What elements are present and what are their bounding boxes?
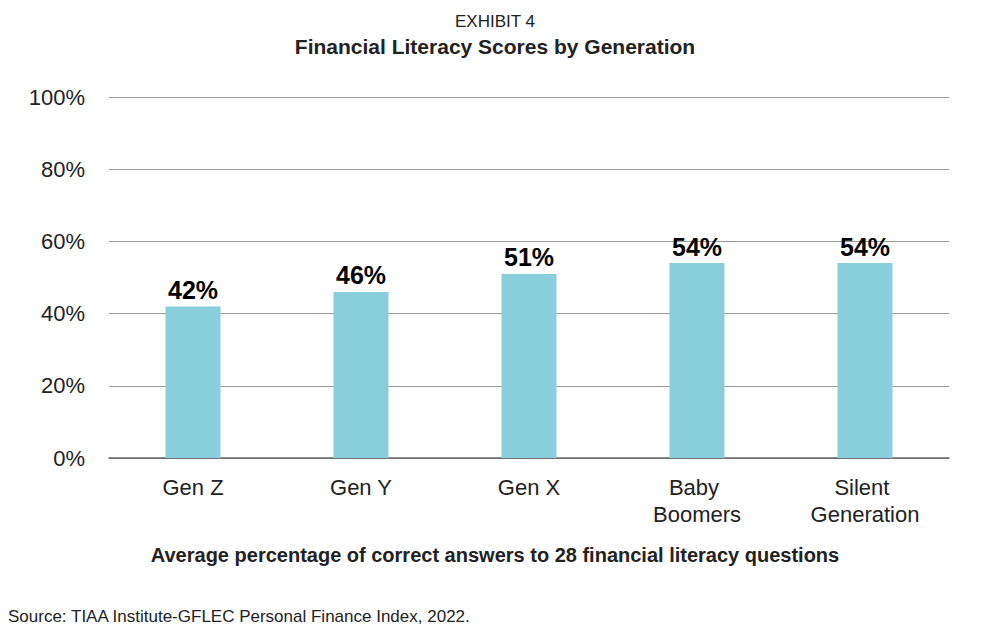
svg-text:EXHIBIT 4: EXHIBIT 4 <box>455 12 535 31</box>
svg-text:46%: 46% <box>336 261 386 289</box>
svg-text:Gen X: Gen X <box>498 475 561 500</box>
svg-text:80%: 80% <box>41 157 85 182</box>
svg-text:20%: 20% <box>41 373 85 398</box>
svg-text:51%: 51% <box>504 243 554 271</box>
svg-text:60%: 60% <box>41 229 85 254</box>
svg-text:Boomers: Boomers <box>653 502 741 527</box>
svg-text:42%: 42% <box>168 276 218 304</box>
svg-text:Generation: Generation <box>811 502 920 527</box>
svg-text:Gen Z: Gen Z <box>162 475 223 500</box>
svg-text:Gen Y: Gen Y <box>330 475 392 500</box>
svg-text:54%: 54% <box>672 233 722 261</box>
svg-text:54%: 54% <box>840 233 890 261</box>
svg-text:Average percentage of correct: Average percentage of correct answers to… <box>151 544 839 566</box>
svg-text:40%: 40% <box>41 301 85 326</box>
svg-text:Baby: Baby <box>669 475 725 500</box>
svg-text:Financial Literacy Scores by G: Financial Literacy Scores by Generation <box>295 35 695 58</box>
svg-text:Silent: Silent <box>834 475 895 500</box>
svg-text:Source: TIAA Institute-GFLEC P: Source: TIAA Institute-GFLEC Personal Fi… <box>8 607 470 626</box>
svg-text:100%: 100% <box>29 85 85 110</box>
svg-text:0%: 0% <box>53 446 85 471</box>
